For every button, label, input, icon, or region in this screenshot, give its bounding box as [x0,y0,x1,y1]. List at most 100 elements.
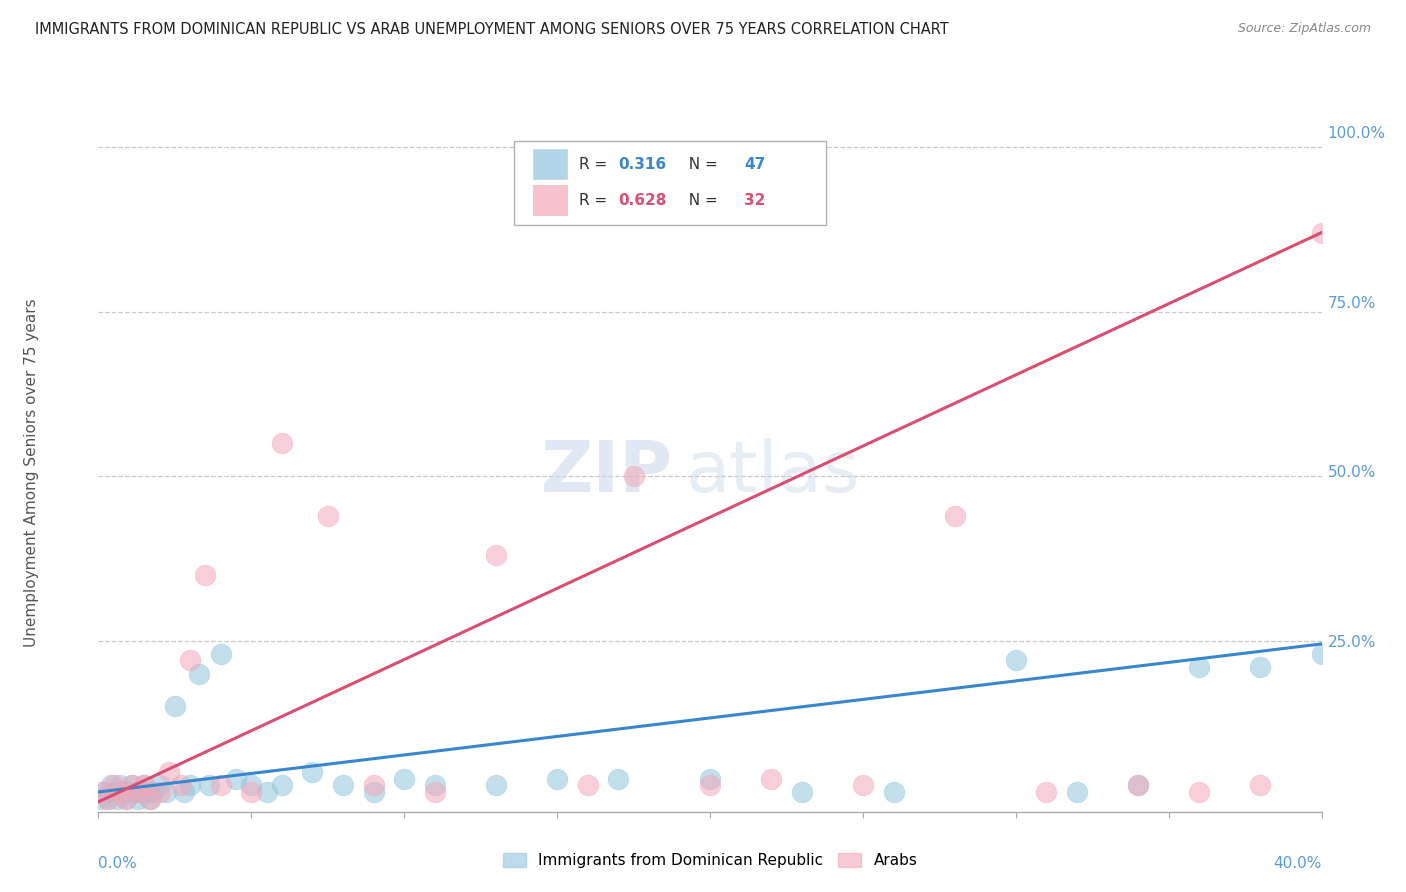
Point [149,785,172,799]
Point [699,772,721,786]
Point [332,778,354,792]
Point [1004,653,1026,667]
Point [103,778,125,792]
FancyBboxPatch shape [533,186,567,215]
Text: ZIP: ZIP [541,438,673,508]
Point [179,653,201,667]
Point [103,785,125,799]
Point [852,778,875,792]
Point [108,785,131,799]
Text: N =: N = [679,157,723,172]
Text: Unemployment Among Seniors over 75 years: Unemployment Among Seniors over 75 years [24,299,38,647]
Point [392,772,416,786]
Point [111,785,134,799]
Point [270,778,292,792]
Text: 47: 47 [744,157,765,172]
Point [423,778,446,792]
Point [623,469,645,483]
Point [1188,785,1211,799]
Point [93,785,115,799]
Point [316,508,339,523]
Point [170,778,193,792]
Point [134,778,156,792]
Point [883,785,905,799]
Point [173,785,195,799]
Point [97,791,120,805]
Point [699,778,721,792]
Point [139,791,162,805]
Point [1310,647,1333,661]
Point [194,567,217,582]
Point [97,791,120,805]
Text: R =: R = [579,157,612,172]
Text: 100.0%: 100.0% [1327,127,1386,141]
Text: 40.0%: 40.0% [1274,855,1322,871]
Point [142,785,165,799]
Point [256,785,278,799]
Point [1188,660,1211,674]
Point [225,772,247,786]
Text: R =: R = [579,193,612,208]
Point [105,791,128,805]
Point [134,778,156,792]
Point [90,785,112,799]
Point [301,765,323,780]
Point [136,785,159,799]
FancyBboxPatch shape [515,141,827,226]
Point [363,785,385,799]
Point [127,791,149,805]
Point [1310,226,1333,240]
Text: Source: ZipAtlas.com: Source: ZipAtlas.com [1237,22,1371,36]
Point [108,778,131,792]
Point [127,785,149,799]
Point [188,666,211,681]
Point [121,778,143,792]
Point [121,778,143,792]
Point [118,785,141,799]
Point [943,508,966,523]
Point [363,778,385,792]
Point [1128,778,1150,792]
Point [1249,660,1271,674]
Point [115,791,138,805]
Point [790,785,813,799]
Point [179,778,201,792]
Point [163,699,186,714]
Text: 50.0%: 50.0% [1327,466,1376,480]
Point [157,765,180,780]
Point [100,778,122,792]
Point [90,791,112,805]
Point [485,548,508,562]
Point [115,791,138,805]
Text: 0.0%: 0.0% [98,855,138,871]
Point [209,647,232,661]
Text: 32: 32 [744,193,766,208]
Point [1249,778,1271,792]
Point [240,785,263,799]
Text: N =: N = [679,193,723,208]
Point [485,778,508,792]
Point [759,772,782,786]
Point [1066,785,1088,799]
Point [546,772,568,786]
Legend: Immigrants from Dominican Republic, Arabs: Immigrants from Dominican Republic, Arab… [503,854,917,869]
Text: 0.628: 0.628 [619,193,666,208]
Point [155,785,177,799]
Point [240,778,263,792]
Point [209,778,232,792]
Point [270,436,292,450]
Text: atlas: atlas [686,438,860,508]
Point [124,785,146,799]
Point [1035,785,1057,799]
Point [607,772,630,786]
Text: IMMIGRANTS FROM DOMINICAN REPUBLIC VS ARAB UNEMPLOYMENT AMONG SENIORS OVER 75 YE: IMMIGRANTS FROM DOMINICAN REPUBLIC VS AR… [35,22,949,37]
Point [576,778,599,792]
Text: 25.0%: 25.0% [1327,635,1376,649]
Point [149,778,172,792]
Point [129,785,152,799]
FancyBboxPatch shape [533,149,567,179]
Text: 75.0%: 75.0% [1327,296,1376,310]
Point [423,785,446,799]
Text: 0.316: 0.316 [619,157,666,172]
Point [139,791,162,805]
